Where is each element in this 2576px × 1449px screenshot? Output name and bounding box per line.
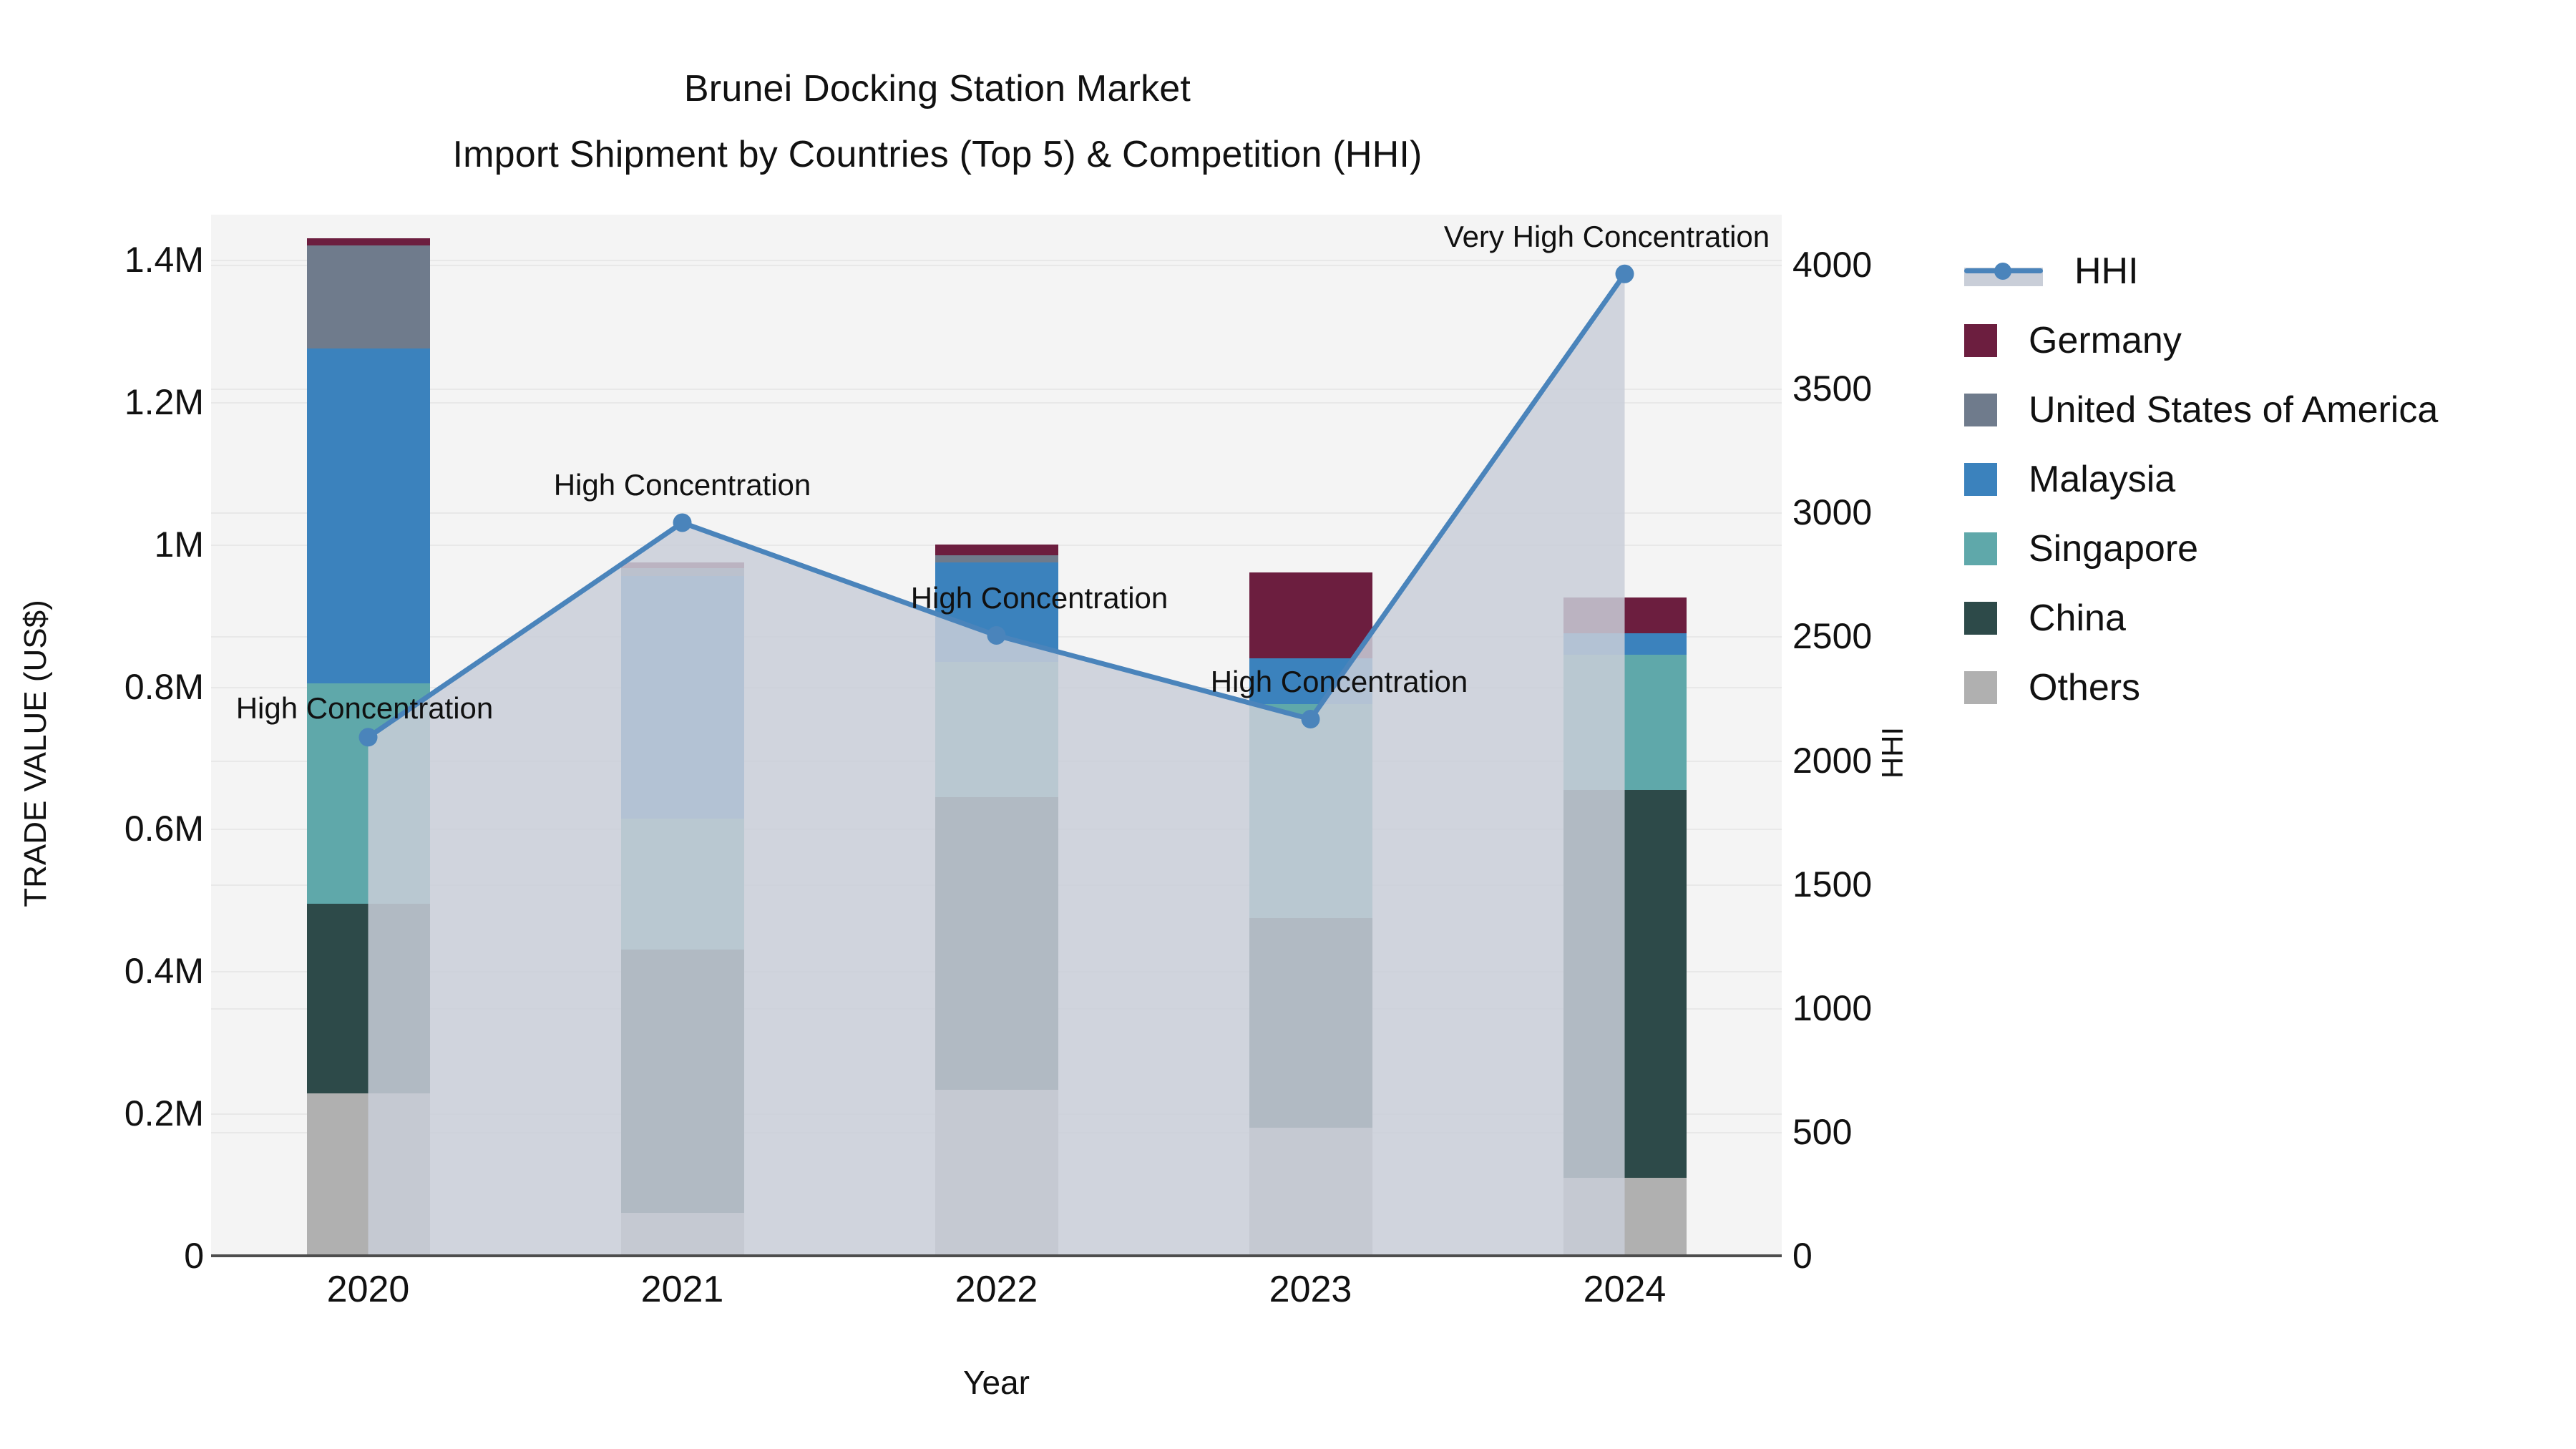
legend-item[interactable]: Singapore <box>1964 514 2551 583</box>
y-axis-right-tick-label: 500 <box>1792 1111 1853 1152</box>
bar-segment[interactable] <box>1249 572 1372 658</box>
legend-item[interactable]: China <box>1964 583 2551 653</box>
bar-segment[interactable] <box>620 562 744 568</box>
x-axis-line <box>211 1254 1782 1257</box>
bar-segment[interactable] <box>935 661 1058 797</box>
legend-item-label: United States of America <box>2029 389 2439 431</box>
bar-segment[interactable] <box>935 1090 1058 1256</box>
bar-segment[interactable] <box>620 576 744 819</box>
gridline <box>211 265 1782 266</box>
y-axis-left-tick-label: 1.4M <box>124 240 204 280</box>
legend-item-label: Malaysia <box>2029 458 2176 500</box>
y-axis-left-tick-label: 1.2M <box>124 381 204 422</box>
chart-title: Brunei Docking Station Market Import Shi… <box>0 56 1875 187</box>
bar-segment[interactable] <box>306 245 430 349</box>
y-axis-left-tick-label: 0.4M <box>124 951 204 992</box>
concentration-annotation: Very High Concentration <box>1443 219 1770 253</box>
bar-segment[interactable] <box>1563 789 1687 1178</box>
chart-title-line-1: Brunei Docking Station Market <box>683 68 1191 109</box>
legend-item-label: Germany <box>2029 319 2182 361</box>
x-axis-tick-label: 2023 <box>1269 1269 1352 1310</box>
gridline <box>211 401 1782 404</box>
bar-segment[interactable] <box>1563 654 1687 790</box>
legend-swatch-icon <box>1964 323 1997 357</box>
legend-swatch-icon <box>1964 462 1997 496</box>
bar-segment[interactable] <box>1249 917 1372 1128</box>
concentration-annotation: High Concentration <box>235 691 494 726</box>
bar-segment[interactable] <box>306 1093 430 1256</box>
bar-segment[interactable] <box>1563 633 1687 655</box>
legend-line-icon <box>1964 255 2043 288</box>
y-axis-left-tick-label: 0 <box>184 1236 204 1276</box>
bar-segment[interactable] <box>306 903 430 1094</box>
legend: HHI Germany United States of America Malays… <box>1964 236 2551 722</box>
bar-segment[interactable] <box>620 818 744 950</box>
chart-title-line-2: Import Shipment by Countries (Top 5) & C… <box>452 134 1423 175</box>
bar-segment[interactable] <box>1563 1177 1687 1256</box>
legend-item[interactable]: United States of America <box>1964 375 2551 444</box>
bar-segment[interactable] <box>935 555 1058 562</box>
y-axis-left-tick-label: 0.2M <box>124 1093 204 1134</box>
bar-segment[interactable] <box>306 238 430 246</box>
gridline <box>211 260 1782 261</box>
legend-swatch-icon <box>1964 601 1997 635</box>
y-axis-right-ticks: 0 500 1000 1500 2000 2500 3000 3500 4000 <box>1792 0 2007 1449</box>
y-axis-left-tick-label: 0.8M <box>124 666 204 707</box>
gridline <box>211 389 1782 391</box>
y-axis-left-tick-label: 0.6M <box>124 809 204 849</box>
bar-segment[interactable] <box>620 1213 744 1256</box>
bar-segment[interactable] <box>306 348 430 683</box>
concentration-annotation: High Concentration <box>553 468 811 502</box>
y-axis-right-tick-label: 2500 <box>1792 616 1873 657</box>
y-axis-right-title: HHI <box>1875 726 1909 779</box>
legend-item-label: Singapore <box>2029 527 2199 570</box>
legend-item[interactable]: Malaysia <box>1964 444 2551 514</box>
y-axis-right-tick-label: 2000 <box>1792 740 1873 781</box>
y-axis-right-tick-label: 1000 <box>1792 987 1873 1028</box>
legend-item-label: Others <box>2029 666 2141 708</box>
bar-segment[interactable] <box>620 567 744 577</box>
y-axis-left-ticks: 0 0.2M 0.4M 0.6M 0.8M 1M 1.2M 1.4M <box>0 0 204 1449</box>
x-axis-title: Year <box>963 1364 1030 1401</box>
legend-swatch-icon <box>1964 393 1997 426</box>
gridline <box>211 512 1782 514</box>
x-axis-tick-label: 2020 <box>326 1269 410 1310</box>
y-axis-left-tick-label: 1M <box>154 524 204 565</box>
legend-item[interactable]: HHI <box>1964 236 2551 306</box>
legend-item-label: HHI <box>2074 250 2139 292</box>
x-axis-tick-label: 2022 <box>955 1269 1038 1310</box>
y-axis-right-tick-label: 4000 <box>1792 245 1873 285</box>
bar-segment[interactable] <box>1249 704 1372 918</box>
bar-segment[interactable] <box>935 796 1058 1091</box>
legend-item-label: China <box>2029 597 2126 639</box>
y-axis-right-tick-label: 0 <box>1792 1236 1813 1276</box>
y-axis-right-tick-label: 3000 <box>1792 492 1873 533</box>
bar-segment[interactable] <box>1249 1128 1372 1256</box>
x-axis-tick-label: 2024 <box>1583 1269 1667 1310</box>
bar-segment[interactable] <box>620 950 744 1214</box>
concentration-annotation: High Concentration <box>910 580 1169 615</box>
legend-swatch-icon <box>1964 670 1997 704</box>
y-axis-right-tick-label: 3500 <box>1792 369 1873 409</box>
legend-item[interactable]: Germany <box>1964 306 2551 375</box>
concentration-annotation: High Concentration <box>1210 665 1468 699</box>
x-axis-tick-label: 2021 <box>640 1269 724 1310</box>
legend-item[interactable]: Others <box>1964 653 2551 722</box>
y-axis-left-title: TRADE VALUE (US$) <box>18 600 53 907</box>
plot-area <box>211 215 1782 1257</box>
legend-swatch-icon <box>1964 532 1997 565</box>
bar-segment[interactable] <box>935 544 1058 555</box>
y-axis-right-tick-label: 1500 <box>1792 864 1873 904</box>
bar-segment[interactable] <box>1563 597 1687 633</box>
